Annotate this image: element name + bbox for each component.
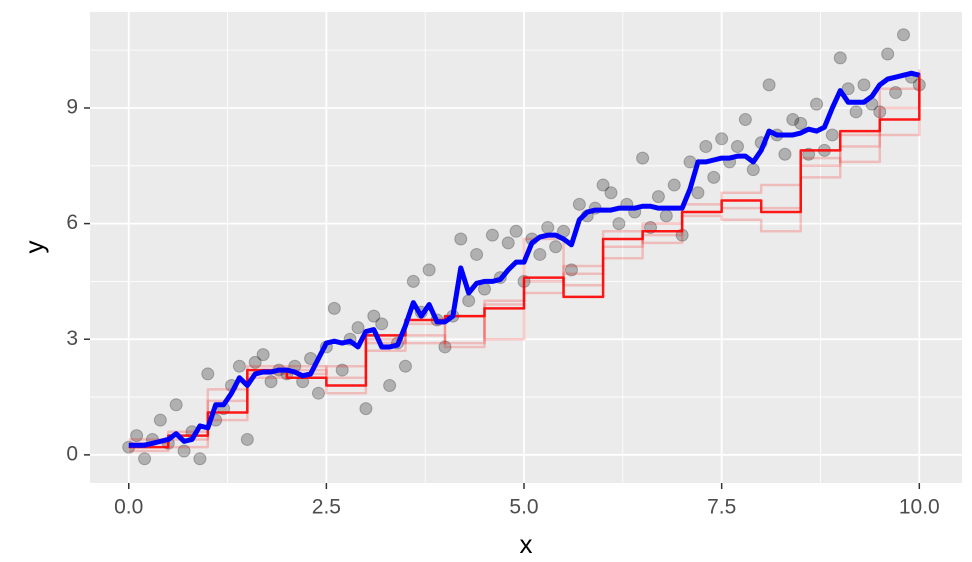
panel — [90, 12, 962, 483]
point — [177, 444, 191, 458]
point — [786, 113, 800, 127]
y-tick-label: 6 — [66, 211, 78, 234]
point — [169, 398, 183, 412]
point — [422, 263, 436, 277]
y-tick-label: 0 — [66, 442, 78, 465]
point — [738, 113, 752, 127]
point — [651, 190, 665, 204]
x-tick-label: 0.0 — [114, 496, 143, 519]
point — [794, 116, 808, 130]
point — [248, 355, 262, 369]
point — [778, 147, 792, 161]
point — [359, 402, 373, 416]
point — [335, 363, 349, 377]
point — [896, 28, 910, 42]
point — [201, 367, 215, 381]
point — [715, 132, 729, 146]
point — [240, 432, 254, 446]
x-tick-label: 2.5 — [312, 496, 341, 519]
point — [470, 247, 484, 261]
point — [454, 232, 468, 246]
x-axis-title: x — [520, 529, 533, 559]
point — [881, 47, 895, 61]
point — [889, 86, 903, 100]
fit-line — [128, 70, 920, 448]
point — [327, 301, 341, 315]
point — [406, 274, 420, 288]
point — [833, 51, 847, 65]
point — [501, 236, 515, 250]
point — [256, 348, 270, 362]
point — [873, 105, 887, 119]
point — [351, 321, 365, 335]
point — [311, 386, 325, 400]
point — [612, 217, 626, 231]
point — [398, 359, 412, 373]
point — [730, 140, 744, 154]
point — [193, 452, 207, 466]
point — [564, 263, 578, 277]
point — [232, 359, 246, 373]
point — [509, 224, 523, 238]
point — [153, 413, 167, 427]
x-tick-label: 10.0 — [899, 496, 940, 519]
point — [746, 163, 760, 177]
point — [849, 105, 863, 119]
point — [596, 178, 610, 192]
point — [462, 294, 476, 308]
point — [667, 178, 681, 192]
point — [841, 82, 855, 96]
point — [659, 209, 673, 223]
point — [549, 240, 563, 254]
point — [762, 78, 776, 92]
y-axis-title: y — [19, 241, 49, 254]
point — [138, 452, 152, 466]
point — [691, 186, 705, 200]
point — [264, 375, 278, 389]
point — [604, 186, 618, 200]
point — [130, 429, 144, 443]
point — [825, 128, 839, 142]
point — [541, 220, 555, 234]
point — [699, 140, 713, 154]
point — [857, 78, 871, 92]
point — [383, 378, 397, 392]
point — [810, 97, 824, 111]
x-tick-label: 5.0 — [509, 496, 538, 519]
point — [707, 170, 721, 184]
point — [367, 309, 381, 323]
x-tick-label: 7.5 — [707, 496, 736, 519]
point — [375, 317, 389, 331]
y-tick-label: 3 — [66, 327, 78, 350]
point — [572, 197, 586, 211]
y-tick-label: 9 — [66, 96, 78, 119]
point — [485, 228, 499, 242]
point — [438, 340, 452, 354]
point — [636, 151, 650, 165]
point — [533, 247, 547, 261]
